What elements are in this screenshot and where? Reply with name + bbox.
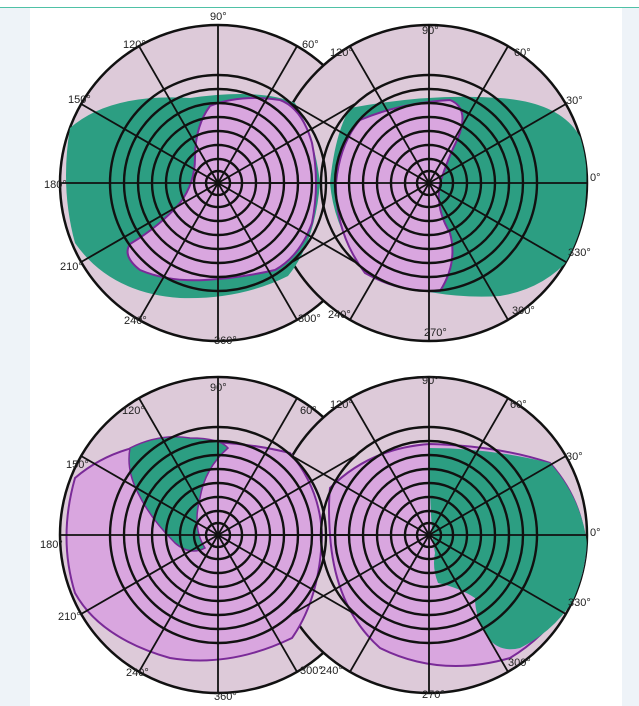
grid-spoke [428, 182, 567, 263]
bl-label-180: 180° [40, 539, 63, 551]
grid-spoke [291, 534, 430, 615]
grid-spoke [217, 397, 298, 536]
tl-label-210: 210° [60, 261, 83, 273]
grid-spoke [291, 182, 430, 263]
tl-label-90: 90° [210, 11, 227, 23]
grid-spoke [217, 534, 298, 673]
tr-label-60: 60° [514, 47, 531, 59]
tr-label-120: 120° [330, 47, 353, 59]
right-margin-strip [622, 8, 639, 706]
fixation-point [215, 180, 221, 186]
grid-spoke [80, 103, 219, 184]
grid-spoke [138, 397, 219, 536]
grid-spoke [428, 103, 567, 184]
br-label-300: 300° [508, 657, 531, 669]
fixation-point [426, 532, 432, 538]
tr-label-330: 330° [568, 247, 591, 259]
grid-spoke [428, 182, 509, 321]
br-label-60: 60° [510, 399, 527, 411]
grid-spoke [349, 534, 430, 673]
grid-spoke [217, 455, 356, 536]
grid-spoke [428, 455, 567, 536]
grid-spoke [80, 182, 219, 263]
top-accent-rule [0, 0, 639, 8]
grid-spoke [80, 455, 219, 536]
tl-label-360: 360° [214, 335, 237, 347]
fixation-point [215, 532, 221, 538]
bl-label-360: 360° [214, 691, 237, 703]
figure-panel: 90° 120° 60° 150° 180° 210° 240° 360° 30… [30, 8, 622, 706]
bl-label-240: 240° [126, 667, 149, 679]
grid-spoke [217, 182, 298, 321]
grid-spoke [217, 534, 356, 615]
tr-label-90: 90° [422, 25, 439, 37]
br-label-120: 120° [330, 399, 353, 411]
grid-spoke [349, 45, 430, 184]
tr-label-30: 30° [566, 95, 583, 107]
br-label-330: 330° [568, 597, 591, 609]
grid-spoke [138, 534, 219, 673]
visual-field-figure: 90° 120° 60° 150° 180° 210° 240° 360° 30… [40, 11, 601, 703]
grid-spoke [349, 182, 430, 321]
grid-spoke [428, 45, 509, 184]
grid-spoke [428, 534, 567, 615]
tr-label-300: 300° [512, 305, 535, 317]
tl-label-120: 120° [123, 39, 146, 51]
bl-label-150: 150° [66, 459, 89, 471]
tr-label-270: 270° [424, 327, 447, 339]
tl-label-150: 150° [68, 94, 91, 106]
tl-label-60: 60° [302, 39, 319, 51]
bl-label-90: 90° [210, 382, 227, 394]
top-pair: 90° 120° 60° 150° 180° 210° 240° 360° 30… [44, 11, 601, 347]
grid-spoke [428, 397, 509, 536]
grid-spoke [349, 397, 430, 536]
bl-label-120: 120° [122, 405, 145, 417]
top-right-fields [330, 96, 587, 297]
grid-spoke [291, 103, 430, 184]
grid-spoke [217, 103, 356, 184]
fixation-point [426, 180, 432, 186]
grid-spoke [217, 182, 356, 263]
bl-label-60: 60° [300, 405, 317, 417]
tr-label-240: 240° [328, 309, 351, 321]
br-label-0: 0° [590, 527, 601, 539]
bottom-right-polar-grid [271, 377, 587, 693]
tl-label-240: 240° [124, 315, 147, 327]
tl-label-180: 180° [44, 179, 67, 191]
tl-label-300: 300° [298, 313, 321, 325]
tr-label-0: 0° [590, 172, 601, 184]
left-margin-strip [0, 8, 30, 706]
grid-spoke [217, 45, 298, 184]
bottom-pair: 90° 120° 60° 150° 180° 210° 240° 360° 30… [40, 375, 601, 703]
br-label-30: 30° [566, 451, 583, 463]
grid-spoke [138, 182, 219, 321]
br-label-90: 90° [422, 375, 439, 387]
grid-spoke [138, 45, 219, 184]
grid-spoke [428, 534, 509, 673]
br-label-270: 270° [422, 689, 445, 701]
br-label-240: 240° [320, 665, 343, 677]
bl-label-210: 210° [58, 611, 81, 623]
top-right-polar-grid [271, 25, 587, 341]
grid-spoke [291, 455, 430, 536]
grid-spoke [80, 534, 219, 615]
bl-label-300: 300° [300, 665, 323, 677]
